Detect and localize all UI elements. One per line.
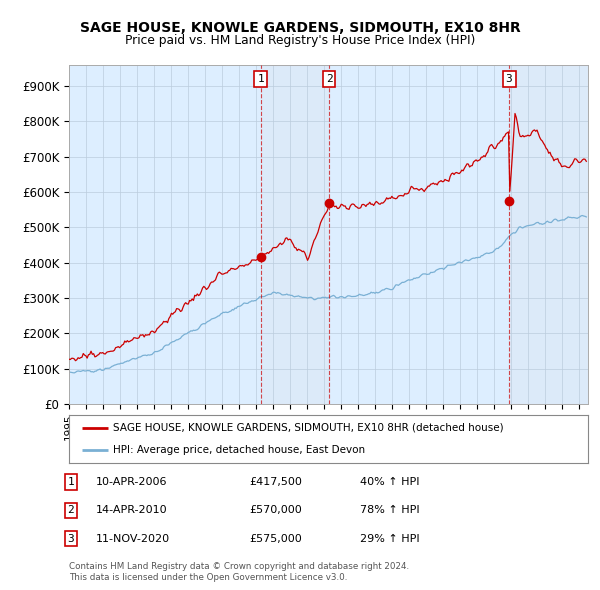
Text: £570,000: £570,000 (249, 506, 302, 515)
Text: 2: 2 (326, 74, 332, 84)
Text: 10-APR-2006: 10-APR-2006 (96, 477, 167, 487)
Text: 3: 3 (506, 74, 512, 84)
Text: 29% ↑ HPI: 29% ↑ HPI (360, 534, 419, 543)
Text: This data is licensed under the Open Government Licence v3.0.: This data is licensed under the Open Gov… (69, 573, 347, 582)
Text: HPI: Average price, detached house, East Devon: HPI: Average price, detached house, East… (113, 445, 365, 455)
Text: 11-NOV-2020: 11-NOV-2020 (96, 534, 170, 543)
Bar (261, 65, 329, 404)
Text: 78% ↑ HPI: 78% ↑ HPI (360, 506, 419, 515)
Text: SAGE HOUSE, KNOWLE GARDENS, SIDMOUTH, EX10 8HR: SAGE HOUSE, KNOWLE GARDENS, SIDMOUTH, EX… (80, 21, 520, 35)
Text: Price paid vs. HM Land Registry's House Price Index (HPI): Price paid vs. HM Land Registry's House … (125, 34, 475, 47)
Text: 1: 1 (67, 477, 74, 487)
Text: 14-APR-2010: 14-APR-2010 (96, 506, 167, 515)
Text: 3: 3 (67, 534, 74, 543)
Text: 2: 2 (67, 506, 74, 515)
Bar (509, 65, 588, 404)
Text: Contains HM Land Registry data © Crown copyright and database right 2024.: Contains HM Land Registry data © Crown c… (69, 562, 409, 571)
Text: 1: 1 (257, 74, 264, 84)
Text: 40% ↑ HPI: 40% ↑ HPI (360, 477, 419, 487)
Text: £417,500: £417,500 (249, 477, 302, 487)
Text: SAGE HOUSE, KNOWLE GARDENS, SIDMOUTH, EX10 8HR (detached house): SAGE HOUSE, KNOWLE GARDENS, SIDMOUTH, EX… (113, 423, 504, 433)
Text: £575,000: £575,000 (249, 534, 302, 543)
